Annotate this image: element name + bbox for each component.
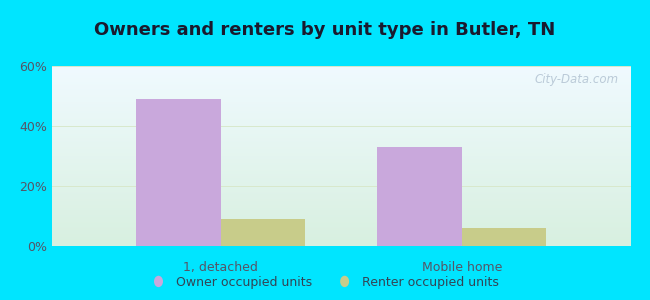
Text: Mobile home: Mobile home bbox=[422, 261, 502, 274]
Bar bbox=[221, 219, 305, 246]
Bar bbox=[462, 228, 546, 246]
Text: City-Data.com: City-Data.com bbox=[535, 73, 619, 86]
Bar bbox=[136, 99, 221, 246]
Legend: Owner occupied units, Renter occupied units: Owner occupied units, Renter occupied un… bbox=[146, 271, 504, 294]
Text: 1, detached: 1, detached bbox=[183, 261, 258, 274]
Bar bbox=[378, 147, 462, 246]
Text: Owners and renters by unit type in Butler, TN: Owners and renters by unit type in Butle… bbox=[94, 21, 556, 39]
